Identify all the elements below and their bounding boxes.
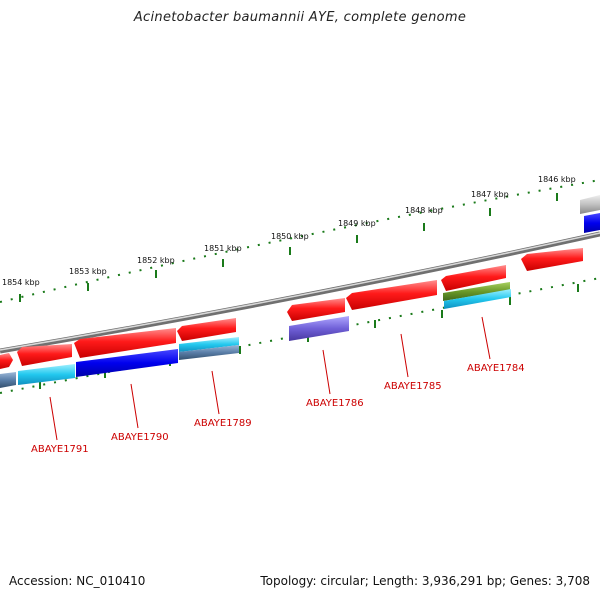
- gene-label: ABAYE1789: [194, 418, 252, 429]
- gene-box[interactable]: [179, 337, 239, 352]
- gene-label-leaders: [49, 316, 491, 441]
- kbp-tick-label: 1852 kbp: [137, 256, 175, 265]
- kbp-tick-label: 1847 kbp: [471, 190, 509, 199]
- ruler-major-ticks: [19, 193, 558, 302]
- gene-label: ABAYE1785: [384, 381, 442, 392]
- secondary-row-genes: [0, 213, 600, 388]
- gene-box[interactable]: [179, 345, 239, 360]
- gene-box[interactable]: [443, 282, 510, 301]
- gene-box[interactable]: [444, 289, 511, 309]
- kbp-tick-label: 1848 kbp: [405, 206, 443, 215]
- gene-arrow[interactable]: [17, 344, 72, 366]
- gene-label: ABAYE1790: [111, 432, 169, 443]
- kbp-tick-label: 1854 kbp: [2, 278, 40, 287]
- forward-strand-genes: [0, 195, 600, 369]
- genome-backbone-highlight: [0, 232, 600, 351]
- kbp-tick-label: 1853 kbp: [69, 267, 107, 276]
- gene-label: ABAYE1784: [467, 363, 525, 374]
- gene-box[interactable]: [0, 372, 16, 388]
- gene-box[interactable]: [289, 316, 349, 341]
- gene-label: ABAYE1791: [31, 444, 89, 455]
- gene-label: ABAYE1786: [306, 398, 364, 409]
- kbp-tick-label: 1851 kbp: [204, 244, 242, 253]
- kbp-tick-label: 1850 kbp: [271, 232, 309, 241]
- gene-box[interactable]: [584, 213, 600, 233]
- gene-arrow[interactable]: [74, 328, 176, 358]
- map-title: Acinetobacter baumannii AYE, complete ge…: [133, 10, 467, 25]
- accession-text: Accession: NC_010410: [9, 574, 146, 588]
- gene-box[interactable]: [76, 349, 178, 377]
- gene-arrow[interactable]: [521, 248, 583, 271]
- gene-arrow[interactable]: [177, 318, 236, 341]
- genome-backbone: [0, 231, 600, 354]
- gene-arrow[interactable]: [441, 265, 506, 291]
- kbp-tick-label: 1846 kbp: [538, 175, 576, 184]
- gene-arrow[interactable]: [346, 280, 437, 310]
- gene-arrow[interactable]: [287, 298, 345, 321]
- gene-arrow[interactable]: [580, 195, 600, 214]
- gene-box[interactable]: [18, 364, 75, 385]
- gene-arrow[interactable]: [0, 353, 13, 369]
- genome-summary-text: Topology: circular; Length: 3,936,291 bp…: [260, 574, 590, 588]
- kbp-tick-label: 1849 kbp: [338, 219, 376, 228]
